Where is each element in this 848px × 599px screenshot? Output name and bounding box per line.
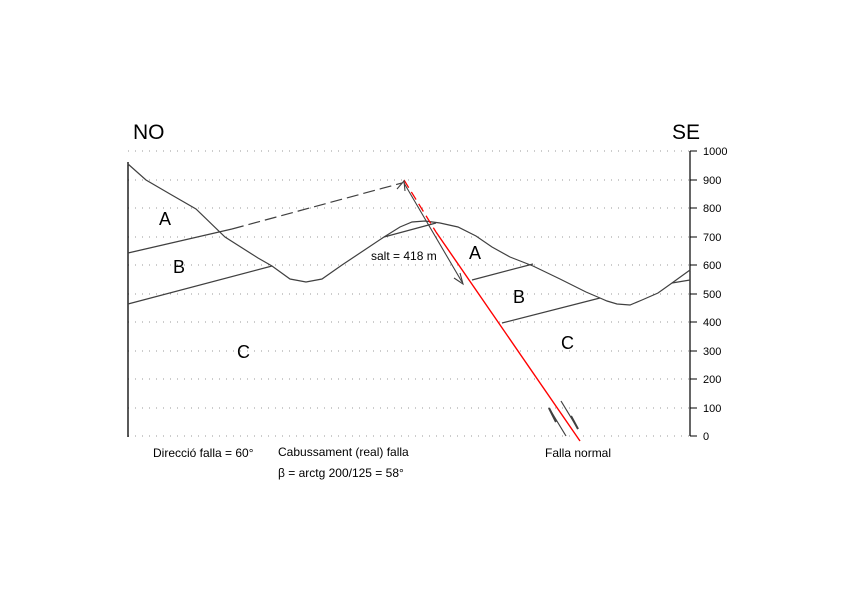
contact-b-c-left [127,265,273,305]
throw-label: salt = 418 m [371,249,437,263]
elevation-axis: 1000 900 800 700 600 500 400 300 200 100… [689,146,727,443]
tick-label: 500 [703,289,721,301]
unit-label-c: C [561,333,574,353]
tick-label: 800 [703,203,721,215]
fault-dip-formula: β = arctg 200/125 = 58° [278,466,404,480]
fault-dip-title: Cabussament (real) falla [278,445,409,459]
unit-label-c: C [237,342,250,362]
throw-arrow [396,179,464,286]
orientation-left-label: NO [133,121,165,144]
topographic-profile-edge [671,279,691,284]
elevation-gridlines [128,150,690,437]
orientation-right-label: SE [672,121,700,144]
tick-label: 900 [703,175,721,187]
fault-trace [435,231,581,442]
unit-label-b: B [513,287,525,307]
contact-b-c-right [501,297,601,324]
contact-a-hanging-wall [383,222,437,238]
contact-a-b-projected [231,182,403,230]
tick-label: 200 [703,374,721,386]
unit-label-b: B [173,257,185,277]
tick-label: 400 [703,317,721,329]
contact-a-b-left [127,228,233,254]
fault-motion-arrows [548,400,579,437]
fault-trace-projected [403,179,437,233]
unit-label-a: A [159,209,171,229]
unit-label-a: A [469,243,481,263]
tick-label: 0 [703,431,709,443]
contact-a-b-right [471,263,534,281]
tick-label: 100 [703,403,721,415]
tick-label: 1000 [703,146,727,158]
topographic-profile [127,163,691,306]
tick-label: 300 [703,346,721,358]
fault-strike-label: Direcció falla = 60° [153,446,254,460]
fault-type-label: Falla normal [545,446,611,460]
tick-label: 700 [703,232,721,244]
tick-label: 600 [703,260,721,272]
